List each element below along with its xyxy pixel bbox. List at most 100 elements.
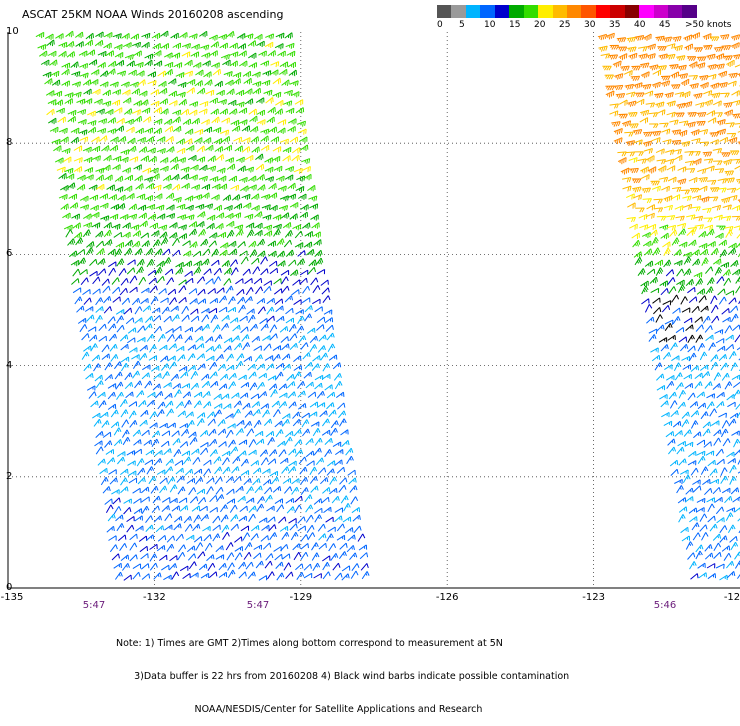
wind-barb	[90, 79, 100, 87]
wind-barb	[300, 212, 310, 221]
wind-barb	[286, 43, 296, 50]
wind-barb	[197, 212, 207, 221]
wind-barb	[92, 223, 102, 231]
wind-barb	[138, 80, 147, 89]
wind-barb	[352, 507, 362, 516]
wind-barb	[629, 224, 639, 232]
wind-barb	[158, 334, 166, 344]
wind-barb	[159, 88, 169, 96]
wind-barb	[729, 419, 738, 429]
wind-barb	[245, 99, 255, 108]
wind-barb	[52, 80, 62, 89]
wind-barb	[273, 409, 281, 419]
wind-barb	[207, 555, 216, 564]
wind-barb	[699, 296, 708, 305]
wind-barb	[168, 289, 178, 298]
wind-barb	[108, 249, 118, 258]
wind-barb	[269, 127, 279, 135]
wind-barb	[302, 419, 310, 429]
wind-barb	[721, 153, 730, 157]
wind-barb	[257, 298, 267, 307]
wind-barb	[635, 208, 644, 212]
wind-barb	[265, 495, 273, 505]
wind-barb	[691, 130, 701, 137]
wind-barb	[301, 343, 310, 353]
wind-barb	[693, 533, 701, 543]
wind-barb	[266, 431, 276, 440]
wind-barb	[323, 572, 332, 582]
wind-barb	[270, 268, 280, 277]
wind-barb	[298, 129, 308, 137]
wind-barb	[643, 132, 652, 137]
wind-barb	[300, 270, 310, 278]
wind-barb	[162, 431, 172, 439]
wind-barb	[161, 237, 169, 247]
wind-barb	[50, 127, 60, 135]
wind-barb	[127, 268, 136, 277]
wind-barb	[239, 120, 249, 127]
wind-barb	[327, 333, 336, 343]
wind-barb	[312, 543, 320, 553]
wind-barb	[645, 249, 654, 258]
wind-barb	[89, 60, 99, 68]
wind-barb	[203, 460, 213, 469]
wind-barb	[699, 231, 708, 240]
wind-barb	[150, 554, 158, 564]
wind-barb	[265, 561, 274, 571]
wind-barb	[152, 506, 161, 515]
wind-barb	[136, 71, 146, 79]
wind-barb	[219, 442, 229, 451]
wind-barb	[156, 526, 165, 535]
wind-barb	[110, 137, 120, 145]
x-tick-label: -135	[1, 592, 24, 603]
wind-barb	[167, 278, 175, 288]
wind-barb	[286, 250, 295, 259]
wind-barb	[239, 562, 248, 572]
wind-barb	[247, 487, 255, 497]
wind-barb	[281, 277, 289, 287]
wind-barb	[674, 45, 684, 51]
wind-barb	[226, 542, 234, 552]
wind-barb	[236, 486, 245, 495]
wind-barb	[147, 259, 155, 269]
wind-barb	[666, 44, 676, 50]
wind-barb	[154, 194, 164, 202]
wind-barbs	[36, 31, 740, 584]
wind-barb	[189, 229, 198, 238]
wind-barb	[256, 98, 266, 106]
wind-barb	[130, 287, 140, 296]
wind-barb	[232, 467, 241, 476]
wind-barb	[344, 503, 352, 513]
wind-barb	[121, 82, 131, 89]
wind-barb	[244, 552, 252, 562]
wind-barb	[735, 449, 740, 458]
wind-barb	[731, 35, 740, 41]
wind-barb	[136, 184, 146, 193]
wind-barb	[729, 351, 737, 361]
wind-barb	[253, 409, 262, 418]
wind-barb	[292, 478, 302, 487]
wind-barb	[71, 278, 80, 287]
wind-barb	[195, 80, 205, 89]
wind-barb	[697, 440, 707, 448]
wind-barb	[191, 52, 201, 60]
wind-barb	[259, 373, 269, 381]
wind-barb	[185, 469, 194, 478]
wind-barb	[170, 555, 180, 564]
wind-barb	[145, 381, 154, 391]
wind-barb	[122, 563, 131, 573]
wind-barb	[246, 562, 255, 572]
wind-barb	[653, 307, 662, 316]
wind-barb	[253, 468, 262, 477]
wind-barb	[182, 315, 191, 324]
wind-barb	[701, 412, 710, 422]
wind-barb	[256, 439, 265, 448]
wind-barb	[720, 137, 730, 145]
wind-barb	[74, 167, 84, 175]
wind-barb	[725, 382, 733, 392]
wind-barb	[197, 277, 206, 286]
wind-barb	[142, 365, 152, 373]
wind-barb	[239, 61, 249, 69]
wind-barb	[362, 571, 370, 581]
wind-barb	[274, 229, 282, 239]
